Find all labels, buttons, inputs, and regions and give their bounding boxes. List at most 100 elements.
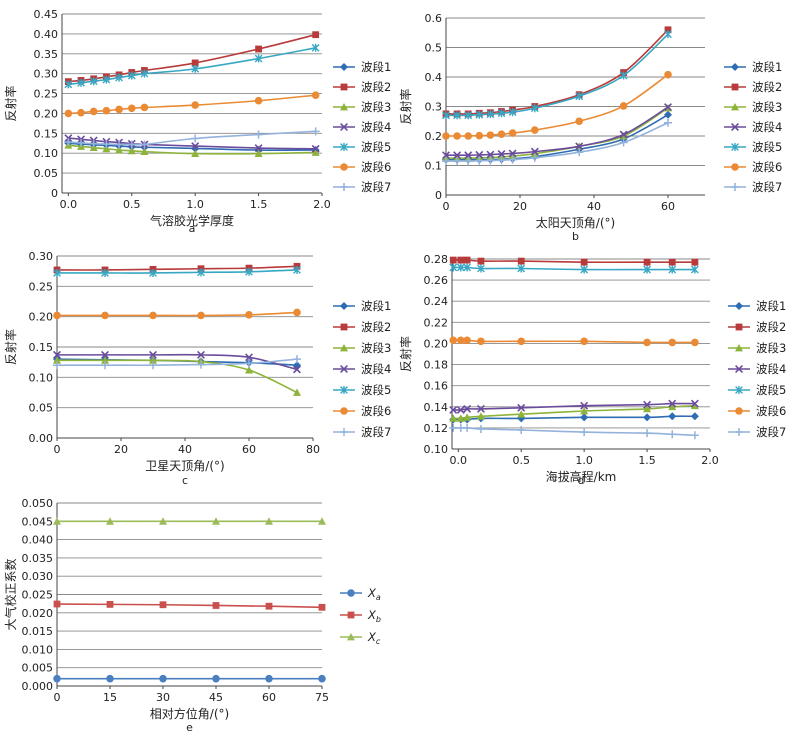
data-point <box>668 338 677 347</box>
y-tick-label: 0.05 <box>34 167 59 180</box>
data-point <box>530 147 539 156</box>
data-point <box>64 109 73 118</box>
x-tick-label: 1.5 <box>638 454 656 467</box>
data-point <box>643 404 652 413</box>
legend-item: 波段7 <box>333 425 391 439</box>
legend-label: 波段1 <box>361 60 391 74</box>
x-tick-label: 20 <box>114 443 128 456</box>
series-line <box>68 47 316 86</box>
data-point <box>140 103 149 112</box>
x-tick-label: 20 <box>513 200 527 213</box>
data-point <box>508 129 517 137</box>
legend-item: 波段4 <box>724 120 782 134</box>
chart-e: 0.000 0.005 0.010 0.015 0.020 0.025 0.030 0.035… <box>3 497 381 734</box>
series-7 <box>449 423 699 440</box>
data-point <box>212 602 220 609</box>
series-7 <box>53 355 301 370</box>
y-tick-label: 0.26 <box>424 274 449 287</box>
data-point <box>101 311 109 320</box>
legend-marker <box>735 428 743 436</box>
legend-label: 波段4 <box>752 120 782 134</box>
data-point <box>77 78 85 87</box>
y-tick-label: 0.24 <box>424 295 449 308</box>
series-1 <box>53 674 326 683</box>
legend-item: 波段1 <box>333 299 391 313</box>
data-point <box>664 110 672 119</box>
legend-marker <box>340 302 348 310</box>
x-tick-label: 40 <box>587 200 601 213</box>
data-point <box>101 356 109 364</box>
data-point <box>643 400 652 409</box>
data-point <box>149 311 157 320</box>
data-point <box>517 337 526 346</box>
data-point <box>102 144 111 153</box>
data-point <box>690 399 699 408</box>
legend-item: 波段1 <box>728 299 786 313</box>
legend-label: 波段2 <box>756 320 786 334</box>
data-point <box>449 336 458 345</box>
legend-item: 波段4 <box>728 362 786 376</box>
legend-label: 波段1 <box>752 60 782 74</box>
legend-marker <box>731 103 739 111</box>
data-point <box>463 423 472 432</box>
data-point <box>643 429 652 438</box>
series-line <box>453 259 695 264</box>
data-point <box>575 148 584 157</box>
data-point <box>530 153 539 162</box>
data-point <box>311 43 320 52</box>
x-tick-label: 0 <box>443 200 450 213</box>
legend-label: 波段2 <box>361 80 391 94</box>
data-point <box>102 106 111 115</box>
data-point <box>106 517 114 525</box>
data-point <box>101 268 109 277</box>
y-tick-label: 0.10 <box>29 371 54 384</box>
series-5 <box>449 263 699 274</box>
data-point <box>475 131 484 140</box>
y-tick-label: 0.28 <box>424 253 449 266</box>
data-point <box>517 264 526 273</box>
legend-label: 波段2 <box>361 320 391 334</box>
series-5 <box>53 265 301 277</box>
series-line <box>68 144 316 155</box>
y-tick-label: 0.2 <box>425 130 443 143</box>
series-5 <box>442 30 672 120</box>
data-point <box>449 414 458 422</box>
legend-item: 波段6 <box>728 404 786 418</box>
data-point <box>497 130 506 139</box>
series-line <box>57 359 298 394</box>
data-point <box>293 265 301 274</box>
legend-item: 波段7 <box>724 180 782 194</box>
series-line <box>453 339 695 344</box>
series-line <box>446 73 669 137</box>
series-line <box>57 269 298 274</box>
legend-marker <box>340 407 348 415</box>
x-tick-label: 75 <box>315 691 329 704</box>
chart-d: 0.10 0.12 0.14 0.16 0.18 0.20 0.22 0.24 0.26 0.28… <box>398 253 786 487</box>
series-line <box>57 353 298 371</box>
legend-item: 波段3 <box>333 341 391 355</box>
legend-label: 波段5 <box>361 140 391 154</box>
legend: 波段1 波段2 波段3 波段4 波段5 波段6 波段7 <box>333 299 391 439</box>
data-point <box>575 92 584 101</box>
legend-label: Xb <box>367 608 381 624</box>
legend-label: 波段7 <box>752 180 782 194</box>
legend-marker <box>340 123 348 131</box>
data-point <box>115 73 123 82</box>
data-point <box>690 412 699 421</box>
x-tick-label: 0.5 <box>123 198 141 211</box>
data-point <box>580 258 588 266</box>
series-2 <box>53 600 326 611</box>
legend-item: 波段5 <box>333 383 391 397</box>
series-line <box>453 427 695 437</box>
data-point <box>619 71 628 80</box>
data-point <box>664 103 672 112</box>
data-point <box>255 45 262 53</box>
data-point <box>265 517 273 525</box>
legend-item: 波段1 <box>724 60 782 74</box>
data-point <box>486 110 495 119</box>
data-point <box>191 134 200 143</box>
x-tick-label: 0.5 <box>512 454 530 467</box>
data-point <box>476 412 485 420</box>
panel-letter: c <box>182 474 188 487</box>
data-point <box>508 108 517 117</box>
